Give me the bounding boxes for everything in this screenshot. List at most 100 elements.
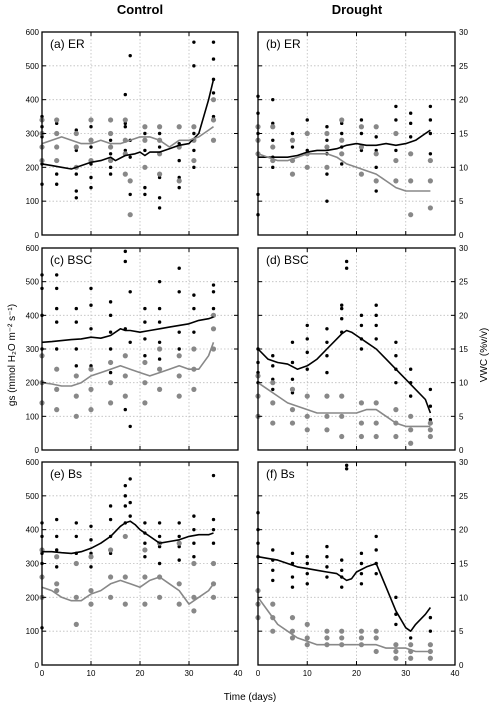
vwc-point <box>373 433 379 440</box>
vwc-point <box>157 171 163 177</box>
gs-point <box>89 538 93 542</box>
gs-point <box>374 313 378 318</box>
gs-point <box>211 283 216 287</box>
y2-tick-label: 0 <box>459 231 464 240</box>
gs-point <box>325 125 329 129</box>
vwc-point <box>210 560 217 567</box>
y2-tick-label: 30 <box>459 458 468 467</box>
vwc-point <box>191 346 197 352</box>
x-tick-label: 20 <box>352 669 361 678</box>
y2-tick-label: 25 <box>459 492 468 501</box>
vwc-point <box>73 130 79 137</box>
vwc-point <box>88 407 94 413</box>
gs-point <box>340 306 344 311</box>
vwc-point <box>304 413 310 419</box>
vwc-point <box>122 393 128 399</box>
gs-trend-line <box>41 316 214 344</box>
panel-label: (e) Bs <box>50 467 82 481</box>
gs-point <box>123 494 128 498</box>
y-tick-label: 0 <box>35 231 40 240</box>
vwc-trend-line <box>257 153 431 192</box>
gs-point <box>157 544 162 549</box>
gs-point <box>359 118 364 122</box>
vwc-point <box>142 601 148 607</box>
vwc-point <box>108 547 114 553</box>
vwc-point <box>289 171 296 177</box>
vwc-point <box>142 380 148 386</box>
x-tick-label: 20 <box>136 669 145 678</box>
gs-point <box>359 323 364 328</box>
gs-point <box>74 196 79 200</box>
y-tick-label: 200 <box>26 163 40 172</box>
gs-point <box>55 347 59 351</box>
gs-point <box>408 135 413 139</box>
gs-point <box>211 40 216 44</box>
x-tick-label: 30 <box>401 669 410 678</box>
gs-point <box>157 357 162 361</box>
gs-point <box>428 104 433 109</box>
vwc-point <box>88 386 94 392</box>
gs-point <box>408 367 413 371</box>
gs-point <box>374 165 378 170</box>
y2-tick-label: 25 <box>459 62 468 71</box>
vwc-point <box>73 393 79 399</box>
gs-point <box>177 347 181 351</box>
vwc-point <box>73 594 79 600</box>
gs-trend-line <box>41 79 215 170</box>
gs-point <box>157 306 162 311</box>
gs-point <box>340 131 344 136</box>
gs-point <box>290 551 295 556</box>
gs-point <box>305 555 309 559</box>
vwc-point <box>88 554 94 560</box>
y2-tick-label: 5 <box>459 412 464 421</box>
vwc-point <box>427 642 433 648</box>
vwc-point <box>157 594 163 600</box>
vwc-trend-line <box>41 576 215 605</box>
vwc-point <box>142 547 148 553</box>
vwc-point <box>339 117 345 123</box>
gs-point <box>143 306 147 311</box>
gs-trend-line <box>257 555 432 632</box>
gs-point <box>325 565 329 569</box>
gs-point <box>290 575 295 579</box>
vwc-point <box>210 137 217 143</box>
gs-point <box>177 521 181 525</box>
vwc-point <box>73 413 79 419</box>
gs-point <box>428 629 433 633</box>
vwc-point <box>270 380 276 386</box>
vwc-point <box>142 124 148 130</box>
y-tick-label: 500 <box>26 62 40 71</box>
gs-point <box>55 286 59 291</box>
vwc-point <box>373 178 379 184</box>
y2-tick-label: 10 <box>459 163 468 172</box>
gs-point <box>374 323 378 328</box>
vwc-point <box>108 400 114 406</box>
gs-point <box>128 192 132 197</box>
y2-tick-label: 20 <box>459 526 468 535</box>
vwc-point <box>304 427 310 433</box>
gs-point <box>394 340 398 344</box>
gs-point <box>123 249 128 254</box>
vwc-point <box>339 628 345 634</box>
gs-point <box>157 279 162 284</box>
vwc-point <box>191 608 197 614</box>
gs-point <box>408 111 413 115</box>
gs-point <box>271 97 275 102</box>
gs-point <box>325 340 329 344</box>
vwc-point <box>88 117 94 123</box>
gs-point <box>177 266 181 270</box>
vwc-point <box>393 648 399 655</box>
gs-point <box>108 152 113 156</box>
vwc-point <box>108 359 114 366</box>
gs-point <box>271 364 275 368</box>
gs-point <box>123 125 128 129</box>
gs-point <box>74 306 79 311</box>
vwc-point <box>210 326 217 332</box>
vwc-point <box>339 151 345 157</box>
y-tick-label: 400 <box>26 96 40 105</box>
gs-point <box>271 165 275 170</box>
gs-point <box>74 534 79 539</box>
vwc-point <box>142 400 148 406</box>
y2-tick-label: 5 <box>459 197 464 206</box>
x-tick-label: 30 <box>185 669 194 678</box>
